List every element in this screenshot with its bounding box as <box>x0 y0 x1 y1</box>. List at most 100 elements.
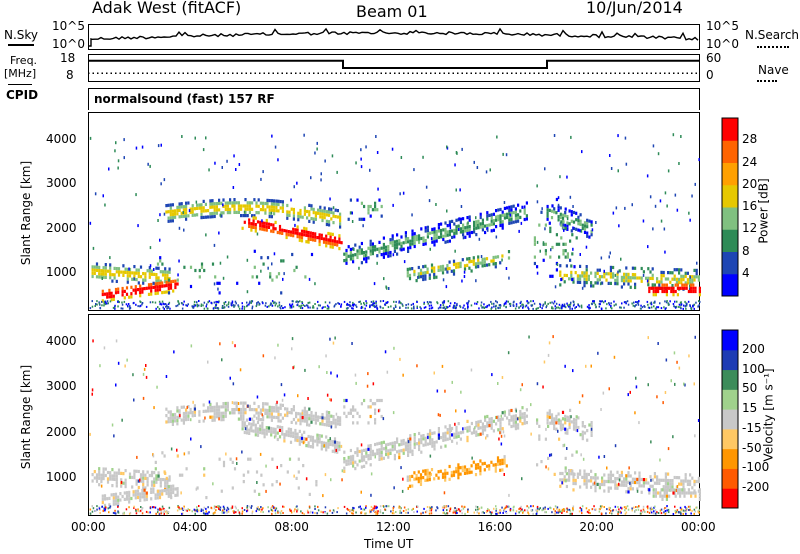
heatmap-cell <box>663 286 666 290</box>
heatmap-cell <box>581 421 584 425</box>
heatmap-cell <box>240 407 243 412</box>
heatmap-cell <box>490 213 493 217</box>
heatmap-cell <box>426 267 429 271</box>
heatmap-cell <box>360 241 363 246</box>
heatmap-cell <box>505 510 507 513</box>
heatmap-cell <box>271 134 273 138</box>
heatmap-cell <box>485 436 487 440</box>
heatmap-cell <box>167 485 170 489</box>
heatmap-cell <box>519 413 522 417</box>
heatmap-cell <box>570 415 572 419</box>
heatmap-cell <box>141 290 144 294</box>
heatmap-cell <box>249 505 251 508</box>
heatmap-cell <box>581 505 584 508</box>
heatmap-cell <box>593 481 596 485</box>
heatmap-cell <box>369 214 372 218</box>
heatmap-cell <box>371 304 373 307</box>
heatmap-cell <box>559 478 562 482</box>
heatmap-cell <box>289 508 291 511</box>
heatmap-cell <box>623 282 626 286</box>
heatmap-cell <box>642 505 645 508</box>
heatmap-cell <box>333 443 337 447</box>
heatmap-cell <box>367 372 369 376</box>
heatmap-cell <box>154 282 157 286</box>
heatmap-cell <box>656 478 659 482</box>
heatmap-cell <box>278 425 282 429</box>
heatmap-cell <box>698 491 701 495</box>
heatmap-cell <box>144 473 147 477</box>
power-ylabel: Slant Range [km] <box>19 160 34 266</box>
heatmap-cell <box>648 306 651 309</box>
heatmap-cell <box>320 233 323 237</box>
heatmap-cell <box>679 491 682 495</box>
heatmap-cell <box>294 508 296 511</box>
heatmap-cell <box>371 453 374 457</box>
heatmap-cell <box>109 506 111 509</box>
heatmap-cell <box>209 409 212 413</box>
heatmap-cell <box>291 337 294 341</box>
heatmap-cell <box>566 418 569 422</box>
heatmap-cell <box>281 203 284 207</box>
heatmap-cell <box>154 493 157 497</box>
heatmap-cell <box>335 448 337 452</box>
heatmap-cell <box>524 509 526 512</box>
heatmap-cell <box>638 481 641 485</box>
heatmap-cell <box>133 506 135 509</box>
heatmap-cell <box>484 428 487 432</box>
heatmap-cell <box>473 224 476 228</box>
heatmap-cell <box>261 425 264 429</box>
heatmap-cell <box>579 433 582 437</box>
heatmap-cell <box>653 475 656 479</box>
heatmap-cell <box>106 269 110 273</box>
heatmap-cell <box>352 461 355 465</box>
heatmap-cell <box>555 233 558 237</box>
heatmap-cell <box>586 231 589 235</box>
heatmap-cell <box>566 428 569 432</box>
heatmap-cell <box>598 486 601 490</box>
heatmap-cell <box>278 428 282 432</box>
heatmap-cell <box>444 307 447 310</box>
heatmap-cell <box>112 294 115 298</box>
heatmap-cell <box>220 405 223 409</box>
heatmap-cell <box>262 414 265 419</box>
heatmap-cell <box>302 441 305 445</box>
heatmap-cell <box>336 422 339 426</box>
heatmap-cell <box>486 304 488 307</box>
heatmap-cell <box>456 304 458 307</box>
heatmap-cell <box>275 415 278 420</box>
heatmap-cell <box>279 406 282 410</box>
heatmap-cell <box>270 426 273 431</box>
heatmap-cell <box>596 281 599 285</box>
heatmap-cell <box>334 418 337 422</box>
heatmap-cell <box>128 494 131 498</box>
heatmap-cell <box>610 305 612 307</box>
heatmap-cell <box>293 474 295 478</box>
heatmap-cell <box>510 408 513 413</box>
heatmap-cell <box>159 270 162 274</box>
heatmap-cell <box>583 277 586 281</box>
heatmap-cell <box>108 496 111 500</box>
heatmap-cell <box>338 237 341 241</box>
heatmap-cell <box>237 417 240 421</box>
heatmap-cell <box>382 246 385 250</box>
heatmap-cell <box>172 289 175 293</box>
heatmap-cell <box>262 507 264 510</box>
heatmap-cell <box>241 427 244 431</box>
heatmap-cell <box>178 226 181 230</box>
heatmap-cell <box>176 422 179 426</box>
heatmap-cell <box>555 414 558 418</box>
heatmap-cell <box>475 430 478 434</box>
heatmap-cell <box>503 455 506 459</box>
heatmap-cell <box>334 208 337 212</box>
heatmap-cell <box>209 202 212 206</box>
heatmap-cell <box>682 482 685 486</box>
heatmap-cell <box>137 510 139 513</box>
heatmap-cell <box>585 482 588 486</box>
heatmap-cell <box>514 423 517 427</box>
heatmap-cell <box>226 405 229 409</box>
heatmap-cell <box>336 215 339 219</box>
heatmap-cell <box>284 306 286 309</box>
heatmap-cell <box>437 413 440 417</box>
heatmap-cell <box>683 488 686 492</box>
heatmap-cell <box>178 215 181 219</box>
